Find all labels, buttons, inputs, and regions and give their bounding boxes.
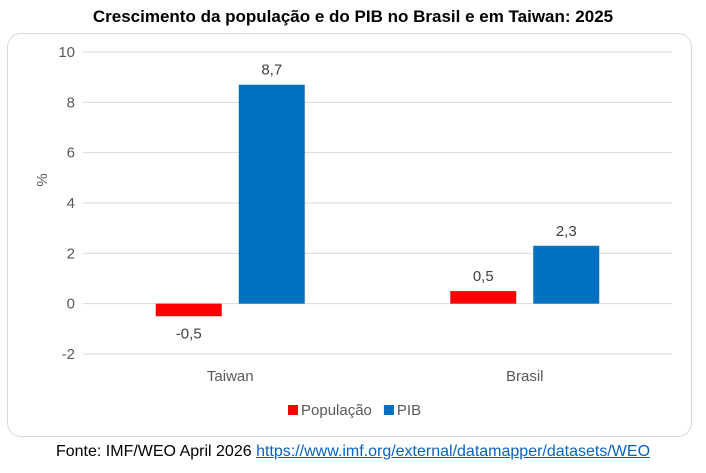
y-tick-label: 6 [67,145,75,162]
bar-população-taiwan [155,303,222,317]
y-tick-label: 0 [67,296,75,313]
legend-label: PIB [397,402,421,419]
data-label: -0,5 [176,325,202,342]
y-tick-label: 8 [67,94,75,111]
y-tick-label: 4 [67,195,75,212]
chart-area [7,33,692,437]
source-link[interactable]: https://www.imf.org/external/datamapper/… [256,443,651,460]
y-tick-label: 2 [67,245,75,262]
x-tick-label: Taiwan [207,368,254,385]
legend-swatch [288,405,298,415]
bar-pib-brasil [533,245,600,304]
y-tick-label: 10 [58,44,75,61]
bar-população-brasil [450,291,517,304]
x-tick-label: Brasil [506,368,544,385]
data-label: 2,3 [556,223,577,240]
source-footer: Fonte: IMF/WEO April 2026 https://www.im… [0,443,706,461]
legend-swatch [383,405,394,415]
data-label: 8,7 [261,62,282,79]
y-tick-label: -2 [62,346,75,363]
source-text: Fonte: IMF/WEO April 2026 [55,443,252,460]
data-label: 0,5 [473,268,494,285]
bar-pib-taiwan [238,84,305,304]
chart-title: Crescimento da população e do PIB no Bra… [92,7,614,26]
legend-label: População [301,402,372,419]
y-axis-label: % [34,173,51,186]
